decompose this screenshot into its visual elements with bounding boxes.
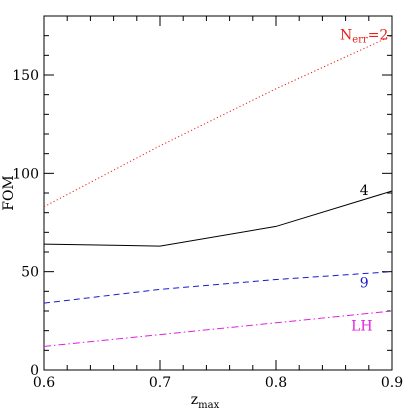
y-axis-label: FOM (1, 175, 17, 211)
x-axis-label-subscript: max (198, 400, 219, 411)
series-line-3 (43, 310, 393, 347)
series-label-main: 9 (360, 275, 369, 291)
series-label-main: LH (351, 319, 373, 335)
series-label-2: 9 (360, 275, 369, 291)
series-line-2 (43, 271, 393, 304)
series-lines (43, 35, 393, 347)
y-tick-label: 50 (21, 265, 39, 281)
x-tick-label: 0.7 (149, 375, 171, 391)
x-tick-label: 0.9 (381, 375, 403, 391)
series-label-main: 4 (360, 183, 369, 199)
x-tick-label: 0.6 (33, 375, 55, 391)
series-label-subscript: err (352, 35, 368, 46)
x-axis-label-main: z (191, 392, 198, 408)
series-label-0: Nerr=2 (340, 28, 388, 46)
y-tick-label: 0 (30, 363, 39, 379)
plot-frame (43, 15, 393, 371)
y-tick-label: 150 (12, 68, 39, 84)
series-labels: Nerr=2 4 9 LH (340, 28, 388, 335)
series-line-0 (43, 35, 393, 208)
series-line-1 (43, 190, 393, 247)
y-tick-label: 100 (12, 166, 39, 182)
tick-labels: 0.6 0.7 0.8 0.9 0 50 100 150 (12, 68, 403, 391)
axis-ticks (43, 15, 393, 371)
x-axis-label: zmax (191, 392, 220, 411)
series-label-suffix: =2 (368, 28, 389, 44)
series-label-1: 4 (360, 183, 369, 199)
x-tick-label: 0.8 (265, 375, 287, 391)
series-label-main: N (340, 28, 352, 44)
series-label-3: LH (351, 319, 373, 335)
